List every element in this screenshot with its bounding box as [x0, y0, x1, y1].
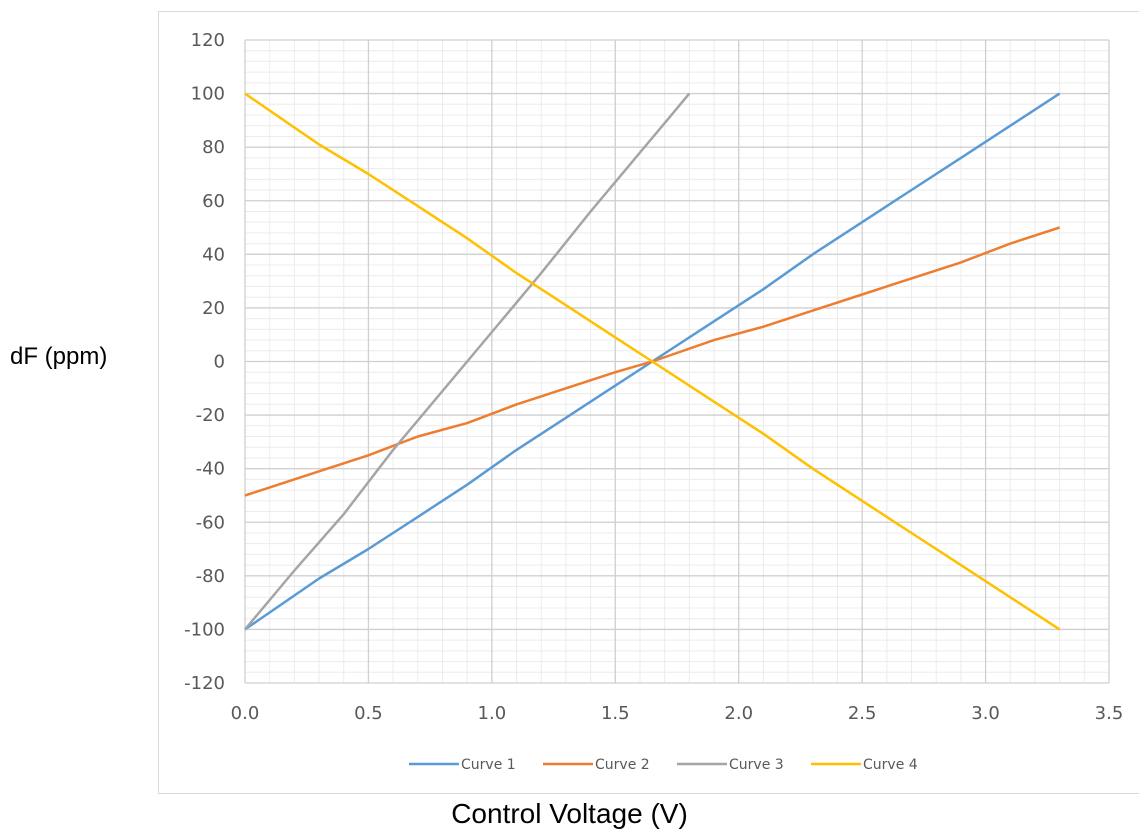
legend-label-2: Curve 2: [595, 757, 650, 773]
x-tick-label: 1.5: [601, 703, 630, 724]
y-tick-label: 0: [214, 352, 225, 373]
y-tick-label: 100: [191, 84, 225, 105]
x-axis-title: Control Voltage (V): [451, 798, 688, 829]
x-tick-label: 3.5: [1095, 703, 1124, 724]
x-tick-label: 0.0: [231, 703, 260, 724]
y-tick-label: -80: [196, 566, 225, 587]
y-tick-label: 20: [202, 298, 225, 319]
legend: Curve 1 Curve 2 Curve 3 Curve 4: [409, 757, 918, 773]
series-line-3: [244, 92, 691, 631]
y-tick-label: -20: [196, 405, 225, 426]
major-gridlines: [244, 39, 1110, 684]
y-tick-label: -120: [184, 673, 225, 694]
series-lines: [244, 92, 1061, 631]
x-tick-label: 0.5: [354, 703, 383, 724]
legend-label-1: Curve 1: [461, 757, 516, 773]
y-tick-label: 120: [191, 30, 225, 51]
y-tick-label: 80: [202, 137, 225, 158]
chart-area: 120 100 80 60 40 20 0 -20 -40 -60 -80 -100 -120 0.0 0…: [158, 11, 1139, 794]
legend-label-3: Curve 3: [729, 757, 784, 773]
x-tick-label: 3.0: [971, 703, 1000, 724]
legend-label-4: Curve 4: [863, 757, 918, 773]
y-tick-label: 60: [202, 191, 225, 212]
x-axis-tick-labels: 0.0 0.5 1.0 1.5 2.0 2.5 3.0 3.5: [231, 703, 1124, 724]
y-axis-title: dF (ppm): [10, 343, 108, 370]
x-tick-label: 2.0: [724, 703, 753, 724]
y-tick-label: -100: [184, 619, 225, 640]
y-tick-label: -60: [196, 512, 225, 533]
x-tick-label: 2.5: [848, 703, 877, 724]
series-line-4: [244, 92, 1061, 631]
y-tick-label: 40: [202, 244, 225, 265]
y-tick-label: -40: [196, 459, 225, 480]
x-tick-label: 1.0: [478, 703, 507, 724]
y-axis-tick-labels: 120 100 80 60 40 20 0 -20 -40 -60 -80 -100 -120: [184, 30, 225, 694]
